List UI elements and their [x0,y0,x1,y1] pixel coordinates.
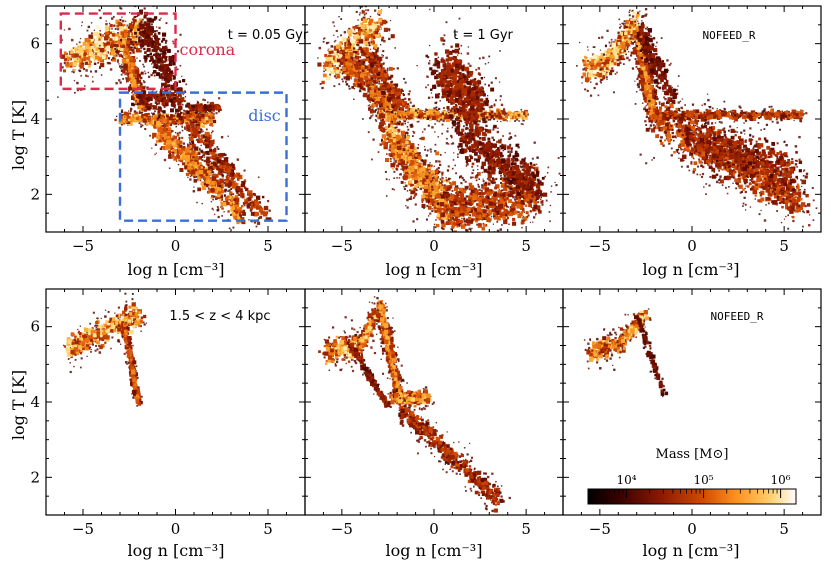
ticks-top-middle [305,6,563,232]
blob-top-left-5 [138,112,250,230]
region-box-disc [118,91,288,222]
colorbar-tick-label-2: 10⁶ [771,473,791,487]
density-bottom-right [583,308,669,398]
xlabel-top-left: log n [cm⁻³] [128,260,225,279]
panel-bottom-right: −5 0 5 NOFEED_R [562,288,822,538]
colorbar-tick-label-1: 10⁵ [694,473,714,487]
blob-bottom-middle-5 [398,394,511,513]
density-top-left [57,6,272,230]
panel-top-right: −5 0 5 NOFEED_R [562,5,822,255]
blob-top-left-6 [176,109,272,228]
panel-bottom-left: −5 0 5 2 4 6 1.5 < z < 4 kpc [30,288,306,538]
density-top-middle [317,6,561,232]
xtick-label-bottom-left-1: 0 [171,520,181,538]
panel-top-middle: −5 0 5 t = 1 Gyr [304,5,564,255]
blob-top-middle-6 [414,8,513,190]
ytick-label-bottom-left-2: 6 [30,318,40,336]
xtick-label-bottom-middle-1: 0 [429,520,439,538]
colorbar: Mass [M⊙] 10⁴ 10⁵ 10⁶ [587,447,797,505]
xtick-label-bottom-right-0: −5 [589,520,611,538]
blob-top-middle-0 [317,6,395,90]
xlabel-bottom-middle: log n [cm⁻³] [386,541,483,560]
blob-bottom-middle-3 [346,342,392,409]
blob-top-middle-5 [424,149,560,232]
xtick-label-top-right-1: 0 [687,237,697,255]
blob-top-right-3 [634,11,680,114]
colorbar-tick-label-0: 10⁴ [616,473,636,487]
xtick-label-top-right-0: −5 [589,237,611,255]
xtick-label-top-right-2: 5 [779,237,789,255]
xtick-label-bottom-left-0: −5 [72,520,94,538]
xtick-label-bottom-middle-2: 5 [521,520,531,538]
xtick-label-top-middle-1: 0 [429,237,439,255]
xtick-label-top-middle-2: 5 [521,237,531,255]
annotation-bottom-left: 1.5 < z < 4 kpc [169,309,270,324]
ytick-label-bottom-left-1: 4 [30,393,40,411]
xlabel-bottom-right: log n [cm⁻³] [643,541,740,560]
blob-bottom-middle-2 [373,301,408,409]
blob-bottom-left-0 [63,292,147,374]
colorbar-label: Mass [M⊙] [656,447,729,462]
ytick-label-top-left-1: 4 [30,110,40,128]
ylabel-top: log T [K] [9,100,28,170]
blob-bottom-right-0 [583,322,633,371]
ticks-top-right [563,6,821,232]
xtick-label-bottom-left-2: 5 [263,520,273,538]
xtick-label-bottom-right-1: 0 [687,520,697,538]
blob-top-right-6 [664,93,809,218]
ylabel-bottom: log T [K] [9,370,28,440]
density-bottom-left [63,292,147,407]
xtick-label-top-middle-0: −5 [331,237,353,255]
blob-bottom-right-2 [633,315,669,398]
blob-top-right-1 [593,7,648,82]
region-box-corona [59,12,177,91]
ytick-label-top-left-0: 2 [30,185,40,203]
ytick-label-bottom-left-0: 2 [30,468,40,486]
blob-bottom-left-1 [117,321,143,407]
xlabel-top-middle: log n [cm⁻³] [386,260,483,279]
xlabel-bottom-left: log n [cm⁻³] [128,541,225,560]
density-bottom-middle [318,296,511,513]
ticks-bottom-middle [305,289,563,515]
xtick-label-bottom-right-2: 5 [779,520,789,538]
panel-bottom-middle: −5 0 5 [304,288,564,538]
blob-top-left-8 [186,97,222,115]
blob-top-right-5 [634,82,818,232]
annotation-top-left: t = 0.05 Gyr [228,28,309,43]
blob-top-left-3 [131,6,188,108]
ticks-bottom-right [563,289,821,515]
blob-top-middle-7 [445,96,561,224]
blob-bottom-middle-0 [318,316,373,373]
ticks-bottom-left [46,289,305,515]
xtick-label-top-left-2: 5 [263,237,273,255]
xtick-label-top-left-1: 0 [171,237,181,255]
xlabel-top-right: log n [cm⁻³] [643,260,740,279]
region-label-disc: disc [248,106,281,125]
blob-bottom-middle-4 [384,386,435,411]
xtick-label-bottom-middle-0: −5 [331,520,353,538]
blob-top-left-7 [131,75,204,121]
xtick-label-top-left-0: −5 [72,237,94,255]
blob-top-right-0 [576,29,622,97]
ytick-label-top-left-2: 6 [30,35,40,53]
density-top-right [576,7,818,232]
annotation-top-right: NOFEED_R [703,29,756,42]
region-label-corona: corona [180,40,236,59]
annotation-top-middle: t = 1 Gyr [453,28,513,43]
ticks-top-left [46,6,305,232]
annotation-bottom-right: NOFEED_R [711,310,764,323]
blob-top-middle-4 [362,101,474,232]
